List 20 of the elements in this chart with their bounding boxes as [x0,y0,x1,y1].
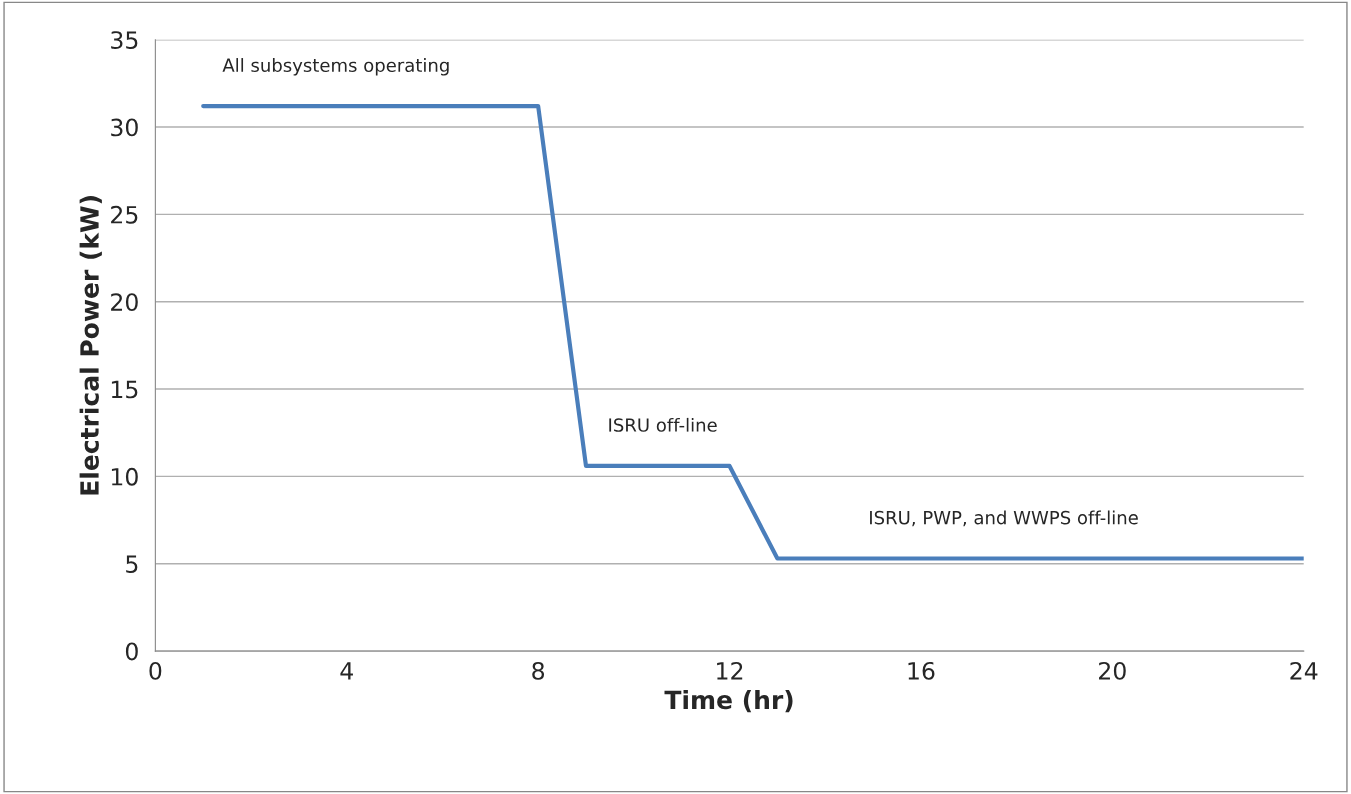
y-tick-label: 10 [111,467,138,486]
annotation: ISRU, PWP, and WWPS off-line [870,510,1138,527]
x-tick-label: 24 [1290,661,1318,680]
y-tick-label: 35 [111,31,138,50]
x-tick-label: 8 [532,661,545,680]
y-axis-title: Electrical Power (kW) [79,196,102,495]
annotation: All subsystems operating [222,58,449,76]
y-tick-label: 5 [126,555,138,574]
x-tick-label: 0 [149,661,162,680]
y-tick-label: 15 [111,380,138,399]
x-axis-title: Time (hr) [664,689,793,713]
x-tick-label: 4 [340,662,353,680]
x-tick-label: 12 [717,661,743,680]
y-tick-label: 25 [111,205,138,224]
x-tick-label: 16 [908,661,935,680]
y-tick-label: 20 [111,293,138,312]
x-tick-label: 20 [1099,661,1126,680]
y-tick-label: 30 [111,118,138,137]
y-tick-label: 0 [125,642,138,661]
annotation: ISRU off-line [609,417,717,432]
